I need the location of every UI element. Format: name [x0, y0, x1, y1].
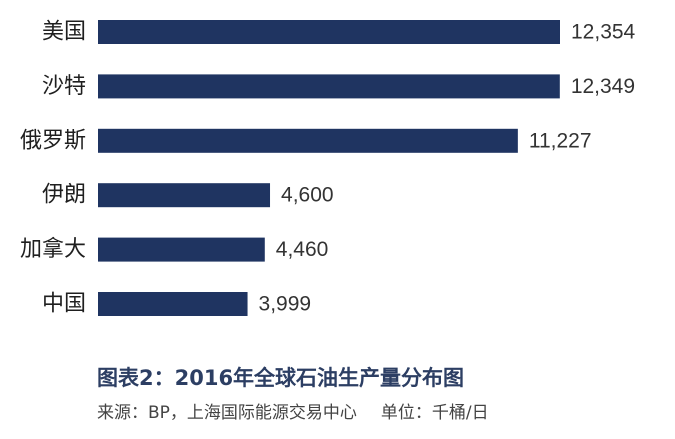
- category-label-4: 加拿大: [20, 236, 86, 262]
- bar-0: [98, 20, 560, 44]
- value-label-3: 4,600: [281, 184, 334, 207]
- value-label-4: 4,460: [276, 238, 329, 261]
- chart-caption-source: 来源：BP，上海国际能源交易中心 单位：千桶/日: [97, 398, 489, 423]
- bar-4: [98, 237, 265, 262]
- category-label-1: 沙特: [42, 74, 86, 99]
- value-label-5: 3,999: [259, 293, 312, 316]
- value-label-2: 11,227: [529, 129, 592, 152]
- bar-5: [98, 292, 248, 316]
- bar-chart: 美国 12,354 沙特 12,349 俄罗斯 11,227 伊朗 4,600 加拿大 4,460…: [20, 20, 636, 317]
- bar-1: [98, 74, 560, 99]
- bar-3: [98, 183, 271, 208]
- unit-text: 单位：千桶/日: [380, 403, 489, 423]
- category-label-0: 美国: [42, 20, 86, 45]
- source-text: 来源：BP，上海国际能源交易中心: [97, 403, 357, 423]
- value-label-0: 12,354: [571, 21, 636, 44]
- bar-2: [98, 128, 518, 153]
- category-label-3: 伊朗: [42, 183, 86, 208]
- category-label-2: 俄罗斯: [20, 128, 86, 153]
- chart-caption-title: 图表2：2016年全球石油生产量分布图: [97, 366, 465, 390]
- category-label-5: 中国: [42, 292, 86, 317]
- value-label-1: 12,349: [571, 75, 635, 98]
